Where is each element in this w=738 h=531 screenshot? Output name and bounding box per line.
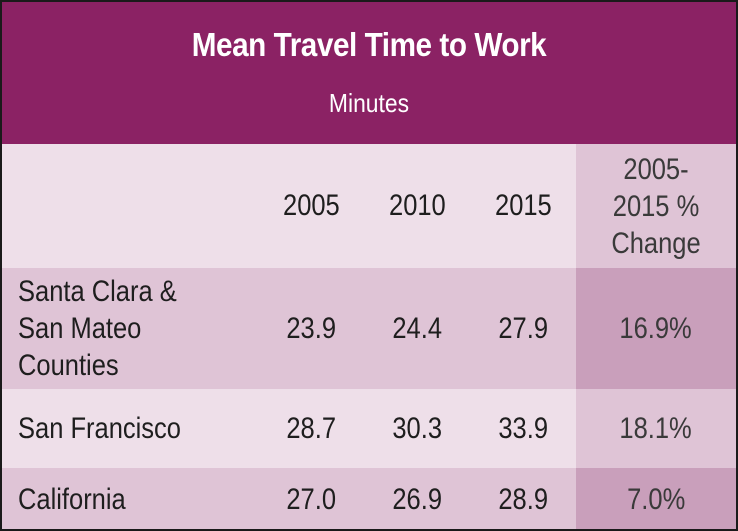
table-row: San Francisco 28.7 30.3 33.9 18.1% — [2, 389, 736, 468]
header-cell-2010: 2010 — [364, 144, 470, 268]
column-header-row: 2005 2010 2015 2005-2015 % Change — [2, 144, 736, 268]
row-label: California — [2, 468, 258, 529]
row-label: San Francisco — [2, 389, 258, 468]
header-cell-2005: 2005 — [258, 144, 364, 268]
table-row: Santa Clara & San Mateo Counties 23.9 24… — [2, 268, 736, 389]
value-cell: 27.9 — [470, 268, 576, 389]
value-cell: 24.4 — [364, 268, 470, 389]
value-cell: 30.3 — [364, 389, 470, 468]
value-cell: 28.9 — [470, 468, 576, 529]
header-cell-percent-change: 2005-2015 % Change — [576, 144, 736, 268]
table-title: Mean Travel Time to Work — [191, 26, 547, 63]
percent-change-cell: 7.0% — [576, 468, 736, 529]
header-cell-empty — [2, 144, 258, 268]
header-cell-2015: 2015 — [470, 144, 576, 268]
value-cell: 33.9 — [470, 389, 576, 468]
value-cell: 27.0 — [258, 468, 364, 529]
value-cell: 26.9 — [364, 468, 470, 529]
value-cell: 23.9 — [258, 268, 364, 389]
table-subtitle: Minutes — [328, 88, 410, 118]
row-label: Santa Clara & San Mateo Counties — [2, 268, 258, 389]
table-row: California 27.0 26.9 28.9 7.0% — [2, 468, 736, 529]
value-cell: 28.7 — [258, 389, 364, 468]
table-header-banner: Mean Travel Time to Work Minutes — [2, 2, 736, 144]
percent-change-cell: 18.1% — [576, 389, 736, 468]
percent-change-cell: 16.9% — [576, 268, 736, 389]
